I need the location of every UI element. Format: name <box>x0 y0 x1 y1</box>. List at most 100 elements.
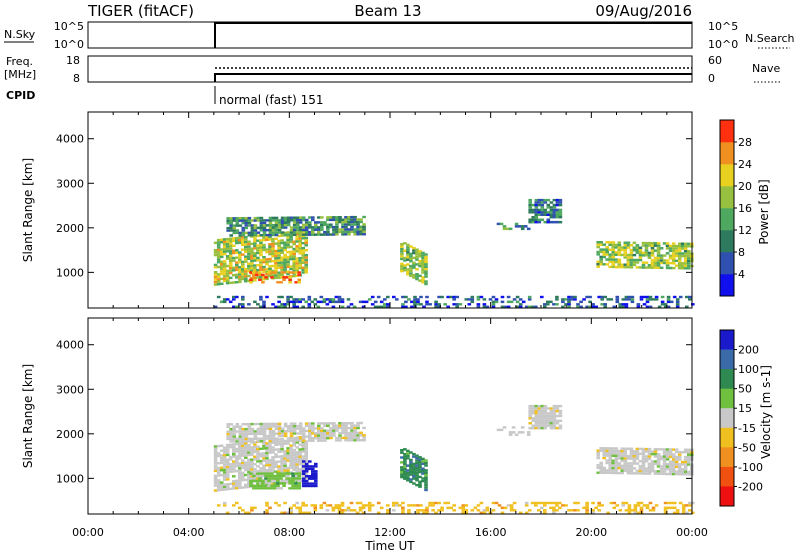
vel-cell <box>644 472 649 475</box>
power-cell <box>537 211 542 214</box>
vel-cell <box>632 455 637 458</box>
vel-cell <box>326 432 330 435</box>
vel-cell <box>549 409 554 413</box>
vel-cell <box>222 454 227 457</box>
power-cell <box>611 255 616 259</box>
power-cell <box>651 298 656 301</box>
power-cell <box>353 230 357 233</box>
vel-cell <box>274 470 278 473</box>
vel-cell <box>335 424 339 427</box>
vel-cell <box>311 427 315 430</box>
power-cell <box>320 226 324 229</box>
vel-cell <box>268 427 273 430</box>
vel-cell <box>674 458 679 461</box>
vel-cell <box>268 435 273 438</box>
vel-cell <box>668 472 673 476</box>
power-cell <box>232 229 237 232</box>
vel-cell <box>259 427 264 431</box>
power-cell <box>644 241 649 245</box>
vel-cell <box>687 458 691 461</box>
power-ytick-label: 1000 <box>56 266 84 279</box>
power-cell <box>424 268 428 271</box>
vel-cell <box>259 459 263 463</box>
vel-cell <box>632 452 637 455</box>
power-colorbar-tick-label: 16 <box>738 202 752 215</box>
vel-cell <box>229 440 233 443</box>
vel-cell <box>286 511 290 514</box>
vel-cell <box>250 440 255 443</box>
power-cell <box>325 303 330 306</box>
vel-cell <box>301 457 305 461</box>
power-cell <box>518 305 523 308</box>
power-cell <box>222 298 227 301</box>
power-cell <box>660 300 665 304</box>
vel-cell <box>225 470 230 474</box>
power-cell <box>367 298 372 301</box>
time-xlabel: Time UT <box>364 539 415 553</box>
vel-cell <box>262 452 266 455</box>
power-cell <box>555 213 560 216</box>
power-cell <box>509 300 514 304</box>
vel-cell <box>663 509 668 512</box>
vel-cell <box>674 460 679 464</box>
power-cell <box>409 260 413 263</box>
vel-cell <box>292 432 297 435</box>
vel-cell <box>614 471 619 475</box>
vel-cell <box>531 417 535 420</box>
vel-cell <box>314 470 318 473</box>
power-cell <box>413 298 417 301</box>
power-cell <box>256 219 261 222</box>
vel-cell <box>286 427 291 430</box>
vel-cell <box>304 472 308 475</box>
power-cell <box>635 266 640 269</box>
power-cell <box>534 218 539 221</box>
power-cell <box>298 218 303 222</box>
vel-cell <box>407 504 411 507</box>
vel-cell <box>644 455 649 458</box>
power-cell <box>298 247 302 250</box>
vel-cell <box>276 484 280 487</box>
vel-colorbar-tick-label: 200 <box>738 344 759 357</box>
power-cell <box>270 276 274 279</box>
vel-cell <box>289 451 293 455</box>
vel-cell <box>685 511 689 514</box>
power-cell <box>277 226 282 229</box>
vel-cell <box>292 451 296 454</box>
vel-cell <box>543 404 548 408</box>
power-cell <box>335 218 339 221</box>
vel-cell <box>344 424 348 427</box>
vel-cell <box>314 477 318 480</box>
power-cell <box>455 303 459 306</box>
vel-cell <box>677 458 682 461</box>
vel-cell <box>277 440 281 444</box>
vel-cell <box>247 451 251 454</box>
power-cell <box>648 295 653 299</box>
vel-cell <box>597 501 601 505</box>
vel-cell <box>687 470 691 474</box>
power-cell <box>213 271 218 274</box>
vel-cell <box>219 454 224 457</box>
vel-cell <box>304 459 308 463</box>
power-cell <box>286 236 290 239</box>
power-cell <box>599 255 603 259</box>
power-cell <box>238 241 242 244</box>
vel-cell <box>346 506 351 510</box>
vel-cell <box>238 486 242 490</box>
vel-cell <box>241 444 245 448</box>
vel-cell <box>665 455 670 459</box>
power-cell <box>337 295 342 299</box>
vel-cell <box>235 469 239 473</box>
vel-cell <box>250 448 254 451</box>
power-cell <box>512 298 517 301</box>
power-cell <box>341 233 345 236</box>
vel-cell <box>638 460 643 463</box>
power-cell <box>606 298 610 301</box>
vel-cell <box>213 455 218 458</box>
vel-cell <box>235 450 239 453</box>
power-cell <box>677 254 682 258</box>
power-cell <box>653 242 658 245</box>
vel-cell <box>241 452 245 455</box>
power-cell <box>623 246 628 249</box>
power-cell <box>283 241 287 244</box>
power-cell <box>238 303 242 306</box>
